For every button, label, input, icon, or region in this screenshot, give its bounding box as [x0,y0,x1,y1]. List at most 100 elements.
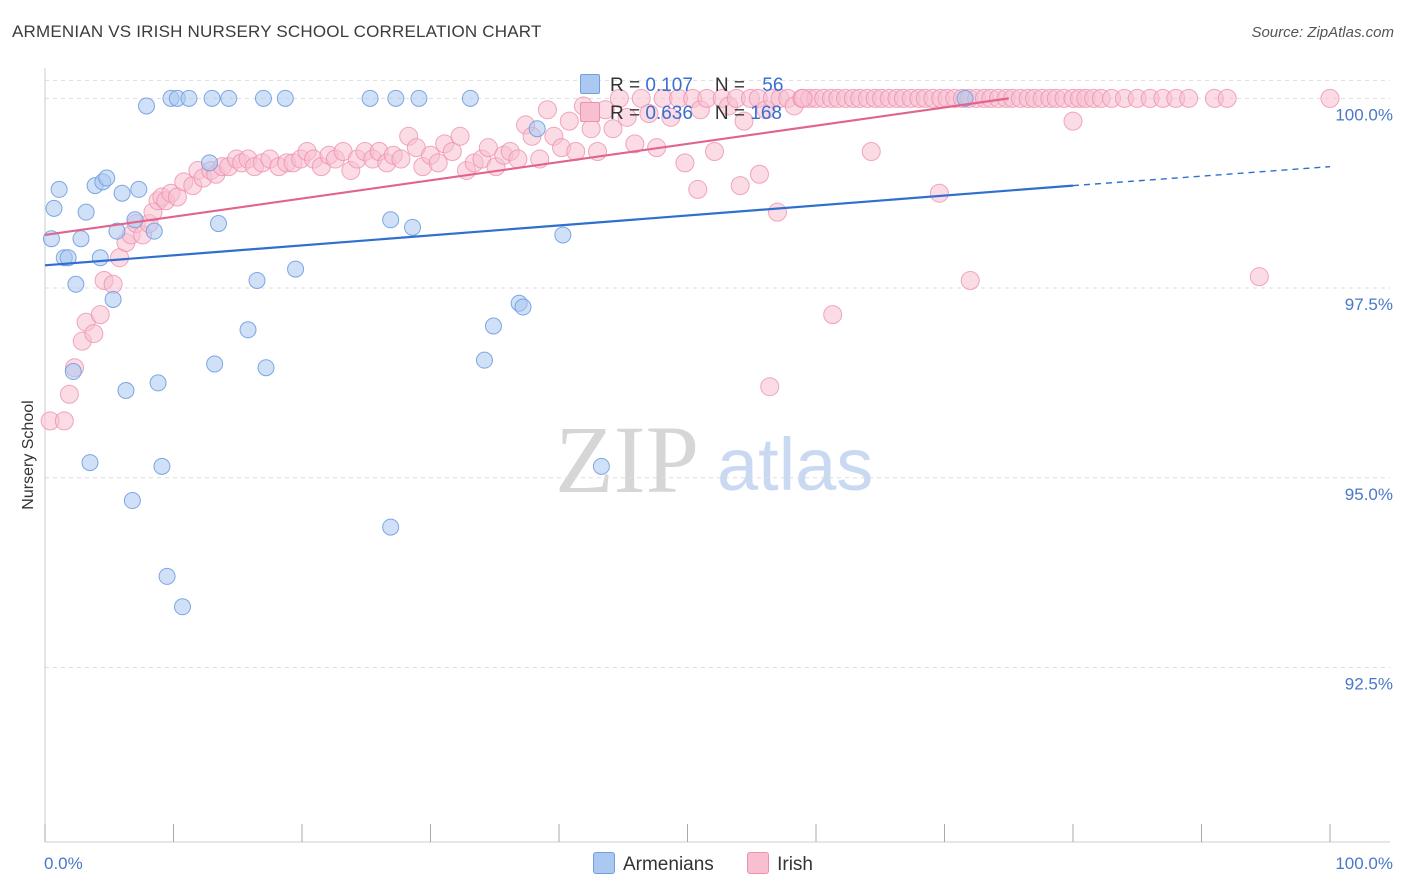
irish-r-value: 0.636 [645,103,693,124]
armenian-point [67,275,85,293]
armenian-point [173,598,191,616]
armenians-legend-swatch [592,852,615,874]
irish-trend-line [44,97,1009,237]
armenians-swatch [580,74,600,94]
irish-point [1217,88,1237,108]
armenian-point [387,89,405,107]
irish-point [1179,88,1199,108]
irish-point [625,134,645,154]
y-tick-label: 100.0% [1335,105,1393,124]
irish-point [631,88,651,108]
armenian-point [91,249,109,267]
armenian-point [461,89,479,107]
irish-point [428,153,448,173]
irish-point [478,138,498,158]
irish-point [760,377,780,397]
y-tick-label: 95.0% [1345,485,1393,504]
irish-point [609,88,629,108]
armenian-point [254,89,272,107]
irish-point [559,111,579,131]
armenian-point [77,203,95,221]
irish-point [1063,111,1083,131]
armenian-point [382,518,400,536]
irish-point [675,153,695,173]
armenian-point [528,120,546,138]
irish-point [929,183,949,203]
irish-legend-swatch [747,852,770,874]
armenian-point [126,211,144,229]
irish-point [704,141,724,161]
irish-swatch [580,102,600,122]
irish-point [661,107,681,127]
y-axis-title: Nursery School [20,400,37,509]
armenian-point [220,89,238,107]
armenian-point [81,454,99,472]
irish-point [960,270,980,290]
armenian-point [130,180,148,198]
irish-point [617,107,637,127]
irish-point [767,202,787,222]
chart-title: ARMENIAN VS IRISH NURSERY SCHOOL CORRELA… [12,22,542,41]
armenian-point [276,89,294,107]
irish-legend-label: Irish [777,854,813,875]
irish-point [442,141,462,161]
armenian-point [475,351,493,369]
armenian-point [98,169,116,187]
irish-point [688,179,708,199]
axis-labels: 92.5% 95.0% 97.5% 100.0% 0.0% 100.0% Nursery S… [20,105,1393,873]
y-tick-label: 92.5% [1345,674,1393,693]
irish-point [1249,267,1269,287]
armenian-point [203,89,221,107]
armenian-point [484,317,502,335]
irish-point [450,126,470,146]
armenian-point [72,230,90,248]
armenian-point [45,199,63,217]
armenian-point [123,492,141,510]
legend-row-irish: R = 0.636 N = 168 [580,102,782,128]
armenians-r-value: 0.107 [645,75,693,96]
armenians-trend-line [44,184,1074,267]
axes [44,68,1390,843]
irish-point [639,104,659,124]
legend-item-armenians[interactable]: Armenians [592,852,714,876]
irish-points [40,88,1340,431]
irish-point [508,149,528,169]
armenian-point [361,89,379,107]
irish-point [730,176,750,196]
legend-item-irish[interactable]: Irish [747,852,813,876]
x-tick-label-max: 100.0% [1335,854,1393,873]
irish-point [90,305,110,325]
armenians-n-value: 56 [762,75,784,96]
irish-point [861,141,881,161]
armenian-point [382,211,400,229]
armenian-point [209,215,227,233]
armenians-r-label: R = [610,75,646,96]
irish-point [793,88,813,108]
armenian-point [104,290,122,308]
x-tick-label-min: 0.0% [44,854,83,873]
watermark-atlas: atlas [717,423,873,506]
armenian-point [287,260,305,278]
irish-point [54,411,74,431]
legend-stats: R = 0.107 N = 56 R = 0.636 N = 168 [556,68,818,130]
legend-row-armenians: R = 0.107 N = 56 [580,74,783,100]
armenian-point [239,321,257,339]
armenian-point [59,249,77,267]
armenian-point [404,218,422,236]
irish-n-value: 168 [750,103,782,124]
source-credit: Source: ZipAtlas.com [1251,24,1394,41]
irish-point [391,149,411,169]
armenian-point [554,226,572,244]
irish-point [537,100,557,120]
irish-point [749,164,769,184]
y-tick-label: 97.5% [1345,295,1393,314]
watermark-zip: ZIP [555,406,699,513]
armenian-point [138,97,156,115]
armenian-points [42,89,974,616]
irish-point [734,111,754,131]
armenian-point [514,298,532,316]
irish-point [103,274,123,294]
armenian-point [113,184,131,202]
armenian-point [248,271,266,289]
